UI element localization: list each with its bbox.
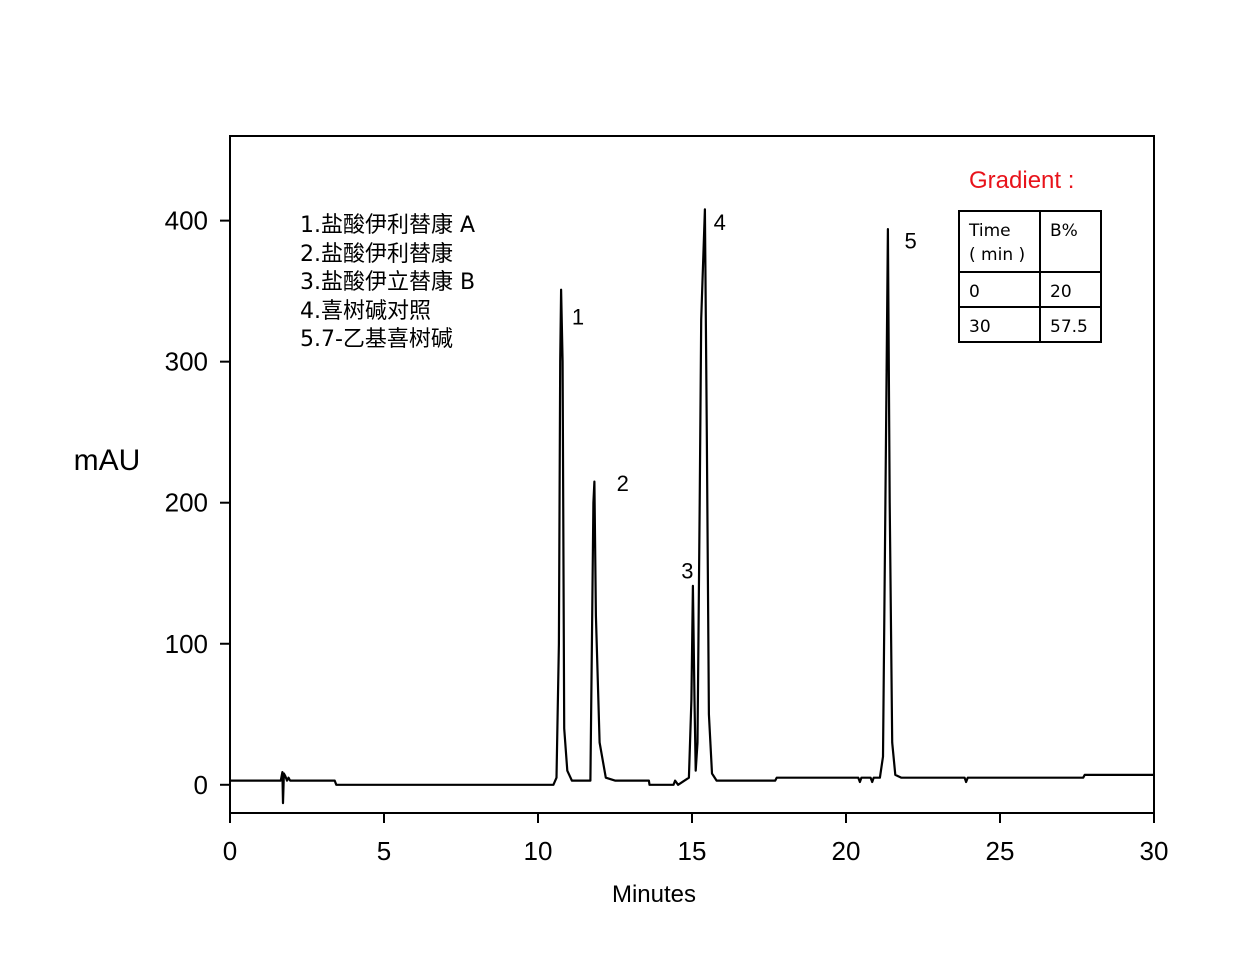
peak-label: 4 xyxy=(714,210,726,235)
gradient-table: Gradient : Time ( min ) B% 0 20 30 57.5 xyxy=(958,167,1102,343)
y-tick-label: 0 xyxy=(194,770,208,800)
x-tick-label: 5 xyxy=(377,836,391,866)
peak-label: 3 xyxy=(681,558,693,583)
x-tick-label: 15 xyxy=(678,836,707,866)
x-axis: 0 5 10 15 20 25 30 xyxy=(223,813,1169,866)
x-tick-label: 0 xyxy=(223,836,237,866)
legend-entry: 5.7-乙基喜树碱 xyxy=(300,327,453,352)
table-header-time: Time xyxy=(968,221,1011,241)
legend-entry: 2.盐酸伊利替康 xyxy=(300,242,453,267)
legend-entry: 3.盐酸伊立替康 B xyxy=(300,270,475,295)
legend-entry: 1.盐酸伊利替康 A xyxy=(300,213,475,238)
table-header-b: B% xyxy=(1050,221,1078,241)
peak-labels: 1 2 3 4 5 xyxy=(572,210,917,583)
y-tick-label: 100 xyxy=(165,629,208,659)
peak-label: 1 xyxy=(572,305,584,330)
y-tick-label: 200 xyxy=(165,488,208,518)
peak-label: 5 xyxy=(905,228,917,253)
legend-entry: 4.喜树碱对照 xyxy=(300,299,431,324)
y-tick-label: 400 xyxy=(165,206,208,236)
peak-label: 2 xyxy=(617,471,629,496)
x-tick-label: 25 xyxy=(986,836,1015,866)
table-cell: 30 xyxy=(969,317,991,337)
x-tick-label: 20 xyxy=(832,836,861,866)
chromatogram-trace xyxy=(230,208,1154,805)
table-cell: 0 xyxy=(969,282,980,302)
table-header-unit: ( min ) xyxy=(969,245,1025,265)
y-axis: 0 100 200 300 400 xyxy=(165,206,230,800)
x-tick-label: 30 xyxy=(1140,836,1169,866)
gradient-title: Gradient : xyxy=(969,167,1074,194)
x-tick-label: 10 xyxy=(524,836,553,866)
y-axis-label: mAU xyxy=(74,444,141,477)
legend: 1.盐酸伊利替康 A 2.盐酸伊利替康 3.盐酸伊立替康 B 4.喜树碱对照 5… xyxy=(300,213,475,352)
y-tick-label: 300 xyxy=(165,347,208,377)
table-cell: 57.5 xyxy=(1050,317,1088,337)
table-border xyxy=(958,210,1102,343)
table-cell: 20 xyxy=(1050,282,1072,302)
x-axis-label: Minutes xyxy=(612,881,696,908)
